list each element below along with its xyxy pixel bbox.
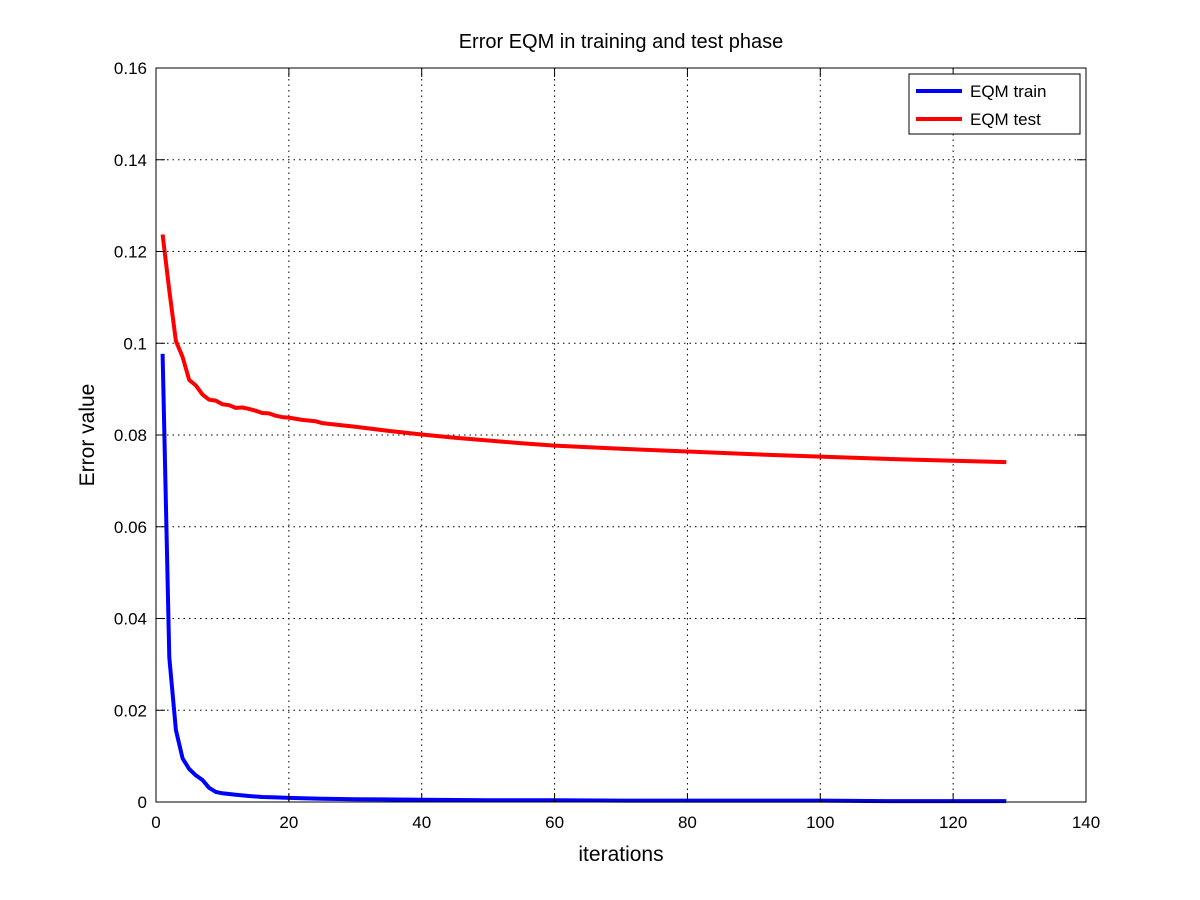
x-axis-label: iterations [578,843,663,866]
axis-ticks [155,67,1087,803]
legend: EQM train EQM test [908,73,1081,135]
x-tick-label: 140 [1072,813,1100,832]
y-axis-label: Error value [76,384,99,487]
x-tick-label: 40 [412,813,431,832]
y-tick-label: 0.04 [114,610,147,629]
tick-labels: 0 20 40 60 80 100 120 140 0 0.02 0.04 0.06 0.08 0.1 0.… [114,59,1100,832]
y-tick-label: 0.06 [114,518,147,537]
x-tick-label: 80 [678,813,697,832]
chart-title: Error EQM in training and test phase [459,31,784,53]
legend-label-eqm-train: EQM train [970,82,1047,101]
y-tick-label: 0.08 [114,426,147,445]
y-tick-label: 0.14 [114,151,147,170]
x-tick-label: 0 [151,813,160,832]
y-tick-label: 0.12 [114,243,147,262]
plot-area [156,68,1086,802]
x-tick-label: 100 [806,813,834,832]
series-lines [160,234,1007,804]
x-tick-label: 20 [279,813,298,832]
series-line-eqm-train [160,353,1007,804]
y-tick-label: 0.1 [123,334,147,353]
y-tick-label: 0.02 [114,701,147,720]
legend-label-eqm-test: EQM test [970,110,1041,129]
y-tick-label: 0.16 [114,59,147,78]
x-tick-label: 120 [939,813,967,832]
y-tick-label: 0 [138,793,147,812]
legend-box [908,73,1081,135]
series-line-eqm-test [160,234,1007,465]
x-tick-label: 60 [545,813,564,832]
